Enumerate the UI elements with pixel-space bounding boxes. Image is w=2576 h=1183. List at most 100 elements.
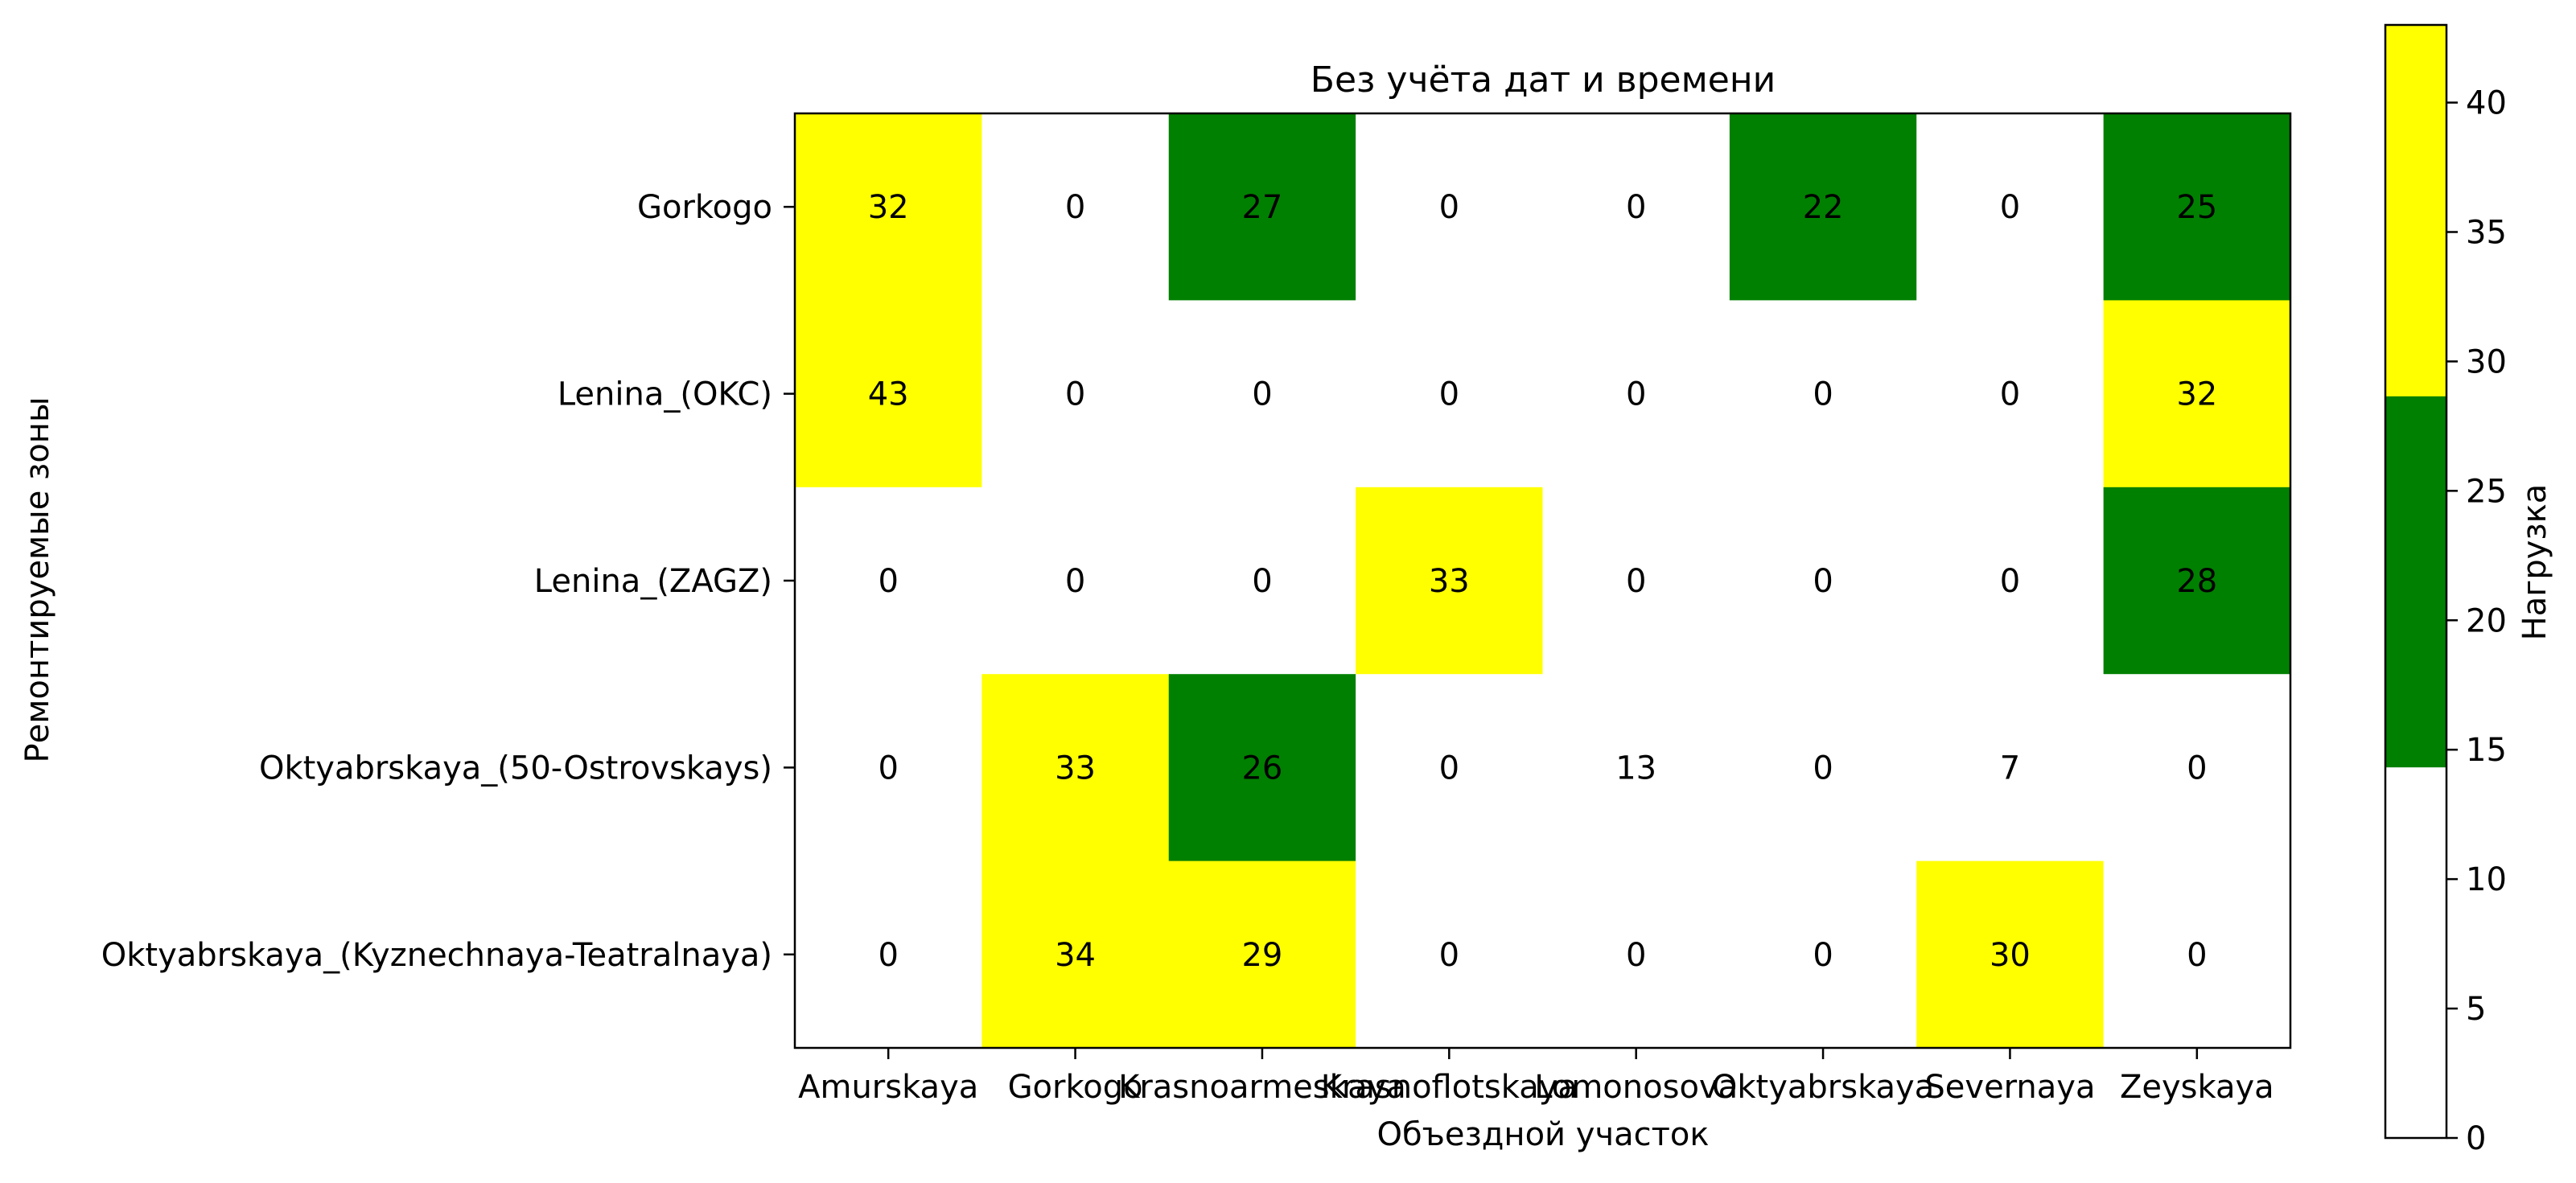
- heatmap-cell: [1729, 113, 1917, 301]
- heatmap-cell: [1729, 300, 1917, 488]
- cell-value-label: 0: [1065, 376, 1085, 413]
- y-tick-label: Oktyabrskaya_(Kyznechnaya-Teatralnaya): [101, 937, 772, 974]
- colorbar-tick-label: 0: [2466, 1120, 2486, 1157]
- cell-value-label: 13: [1615, 750, 1656, 787]
- heatmap-cell: [1542, 487, 1730, 675]
- heatmap-cell: [1542, 861, 1730, 1049]
- heatmap-cell: [1729, 674, 1917, 862]
- colorbar-tick-label: 15: [2466, 732, 2507, 769]
- heatmap-cell: [1168, 113, 1356, 301]
- cell-value-label: 33: [1429, 563, 1470, 600]
- heatmap-cell: [795, 487, 982, 675]
- heatmap-cell: [1729, 861, 1917, 1049]
- cell-value-label: 0: [878, 937, 898, 974]
- colorbar-tick-label: 5: [2466, 991, 2486, 1028]
- cell-value-label: 0: [1065, 189, 1085, 226]
- colorbar-tick-label: 40: [2466, 85, 2507, 122]
- cell-value-label: 30: [1990, 937, 2031, 974]
- x-axis-label: Объездной участок: [1376, 1116, 1709, 1153]
- x-tick-label: Oktyabrskaya: [1712, 1069, 1934, 1106]
- cell-value-label: 26: [1241, 750, 1282, 787]
- heatmap-cell: [2103, 300, 2291, 488]
- cell-value-label: 27: [1241, 189, 1282, 226]
- heatmap-cell: [981, 861, 1170, 1049]
- cell-value-label: 0: [1813, 937, 1833, 974]
- y-tick-label: Lenina_(ZAGZ): [534, 563, 772, 600]
- cell-value-label: 29: [1241, 937, 1282, 974]
- x-tick-label: Krasnoarmeskaya: [1118, 1069, 1406, 1106]
- cell-value-label: 0: [1252, 563, 1272, 600]
- colorbar-tick-label: 20: [2466, 602, 2507, 639]
- heatmap-cell: [1168, 487, 1356, 675]
- heatmap-cell: [1356, 487, 1543, 675]
- cell-value-label: 0: [1252, 376, 1272, 413]
- y-axis-ticks: Gorkogo Lenina_(OKC) Lenina_(ZAGZ) Oktyabrs…: [101, 189, 795, 974]
- heatmap-cell: [981, 113, 1170, 301]
- x-axis-ticks: Amurskaya GorkogoKrasnoarmeskayaKrasnoflo…: [798, 1048, 2274, 1106]
- heatmap-cell: [1356, 674, 1543, 862]
- colorbar: 0 5 10 15 20 25 30 35 40: [2384, 23, 2507, 1157]
- heatmap-cell: [2103, 674, 2291, 862]
- cell-value-label: 0: [1439, 750, 1459, 787]
- heatmap-cell: [1356, 300, 1543, 488]
- x-tick-label: Lomonosova: [1534, 1069, 1738, 1106]
- x-tick-label: Gorkogo: [1008, 1069, 1143, 1106]
- colorbar-label: Нагрузка: [2516, 484, 2553, 641]
- heatmap-cell: [981, 487, 1170, 675]
- x-tick-label: Amurskaya: [798, 1069, 978, 1106]
- cell-value-label: 0: [878, 750, 898, 787]
- heatmap-cell: [795, 861, 982, 1049]
- heatmap-cell: [2103, 113, 2291, 301]
- cell-value-label: 0: [1813, 563, 1833, 600]
- cell-value-label: 0: [878, 563, 898, 600]
- colorbar-segment: [2385, 25, 2446, 396]
- cell-value-label: 0: [1626, 563, 1646, 600]
- cell-value-label: 0: [1439, 189, 1459, 226]
- heatmap-cell: [1356, 113, 1543, 301]
- heatmap-cell: [981, 674, 1170, 862]
- colorbar-tick-label: 35: [2466, 214, 2507, 251]
- cell-value-label: 0: [2000, 189, 2020, 226]
- heatmap-cell: [1356, 861, 1543, 1049]
- y-axis-label: Ремонтируемые зоны: [19, 396, 56, 762]
- cell-value-label: 43: [868, 376, 909, 413]
- heatmap-cell: [1916, 487, 2105, 675]
- heatmap-cell: [1916, 674, 2105, 862]
- cell-value-label: 33: [1055, 750, 1096, 787]
- heatmap-cell: [981, 300, 1170, 488]
- heatmap-cell: [1168, 300, 1356, 488]
- heatmap-cell: [1168, 861, 1356, 1049]
- cell-value-label: 7: [2000, 750, 2020, 787]
- colorbar-tick-label: 30: [2466, 343, 2507, 380]
- heatmap-cells: [795, 113, 2291, 1049]
- cell-value-label: 0: [2187, 937, 2207, 974]
- cell-value-label: 0: [1626, 376, 1646, 413]
- cell-value-label: 28: [2176, 563, 2217, 600]
- heatmap-cell: [1542, 674, 1730, 862]
- colorbar-frame: [2384, 23, 2448, 1140]
- heatmap-cell: [1168, 674, 1356, 862]
- x-tick-label: Zeyskaya: [2120, 1069, 2274, 1106]
- y-tick-label: Lenina_(OKC): [558, 376, 772, 413]
- cell-value-label: 22: [1803, 189, 1844, 226]
- cell-value-label: 0: [2187, 750, 2207, 787]
- cell-value-label: 0: [1439, 937, 1459, 974]
- heatmap-cell: [795, 113, 982, 301]
- cell-value-label: 0: [1439, 376, 1459, 413]
- cell-value-label: 25: [2176, 189, 2217, 226]
- chart-title: Без учёта дат и времени: [1311, 60, 1776, 101]
- colorbar-segment: [2385, 766, 2446, 1139]
- x-tick-label: Severnaya: [1924, 1069, 2095, 1106]
- colorbar-tick-label: 25: [2466, 473, 2507, 510]
- x-tick-label: Krasnoflotskaya: [1321, 1069, 1578, 1106]
- cell-value-label: 0: [1065, 563, 1085, 600]
- heatmap-cell: [2103, 487, 2291, 675]
- cell-value-label: 0: [1626, 189, 1646, 226]
- y-tick-label: Gorkogo: [637, 189, 772, 226]
- cell-value-label: 0: [2000, 376, 2020, 413]
- heatmap-cell: [1916, 861, 2105, 1049]
- heatmap-cell: [1542, 300, 1730, 488]
- heatmap-cell: [1542, 113, 1730, 301]
- heatmap-cell: [795, 674, 982, 862]
